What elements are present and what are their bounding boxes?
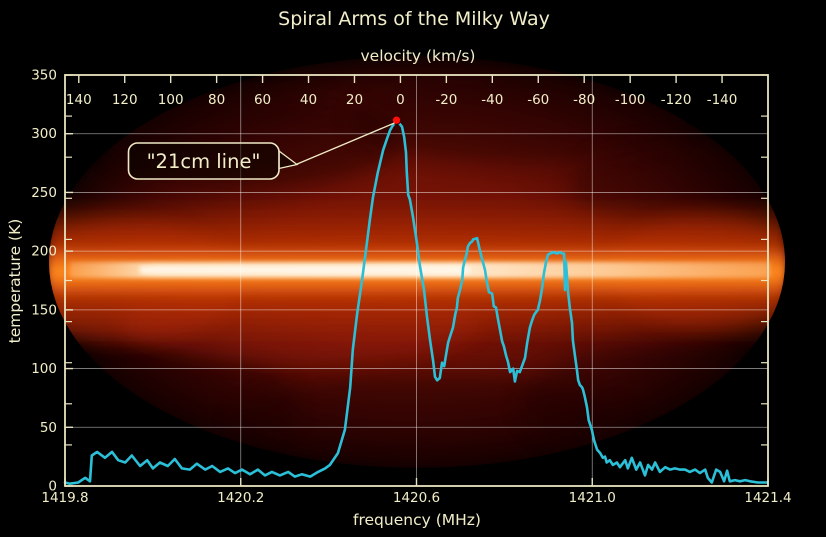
temperature-tick-label: 0 bbox=[48, 479, 57, 495]
frequency-tick-label: 1420.6 bbox=[393, 490, 440, 506]
frequency-tick-label: 1419.8 bbox=[41, 490, 88, 506]
velocity-tick-label: 0 bbox=[396, 92, 405, 108]
frequency-tick-label: 1421.0 bbox=[569, 490, 616, 506]
grid-lines bbox=[65, 75, 768, 486]
spectrum-polyline bbox=[63, 119, 769, 486]
velocity-tick-label: 80 bbox=[208, 92, 225, 108]
velocity-tick-label: 40 bbox=[300, 92, 317, 108]
annotation-box bbox=[127, 142, 280, 180]
tick-labels: 140 120 100 80 60 40 20 0 -20 -40 -60 -80 -100 -120 -1… bbox=[31, 68, 791, 507]
velocity-tick-label: -20 bbox=[435, 92, 457, 108]
velocity-tick-label: -60 bbox=[527, 92, 549, 108]
velocity-tick-label: -80 bbox=[573, 92, 595, 108]
temperature-tick-label: 350 bbox=[31, 68, 57, 84]
velocity-tick-label: 60 bbox=[254, 92, 271, 108]
temperature-tick-label: 200 bbox=[31, 244, 57, 260]
temperature-tick-label: 50 bbox=[40, 420, 57, 436]
temperature-tick-label: 300 bbox=[31, 126, 57, 142]
velocity-tick-label: 120 bbox=[112, 92, 138, 108]
axes-frame bbox=[64, 74, 769, 487]
temperature-tick-label: 250 bbox=[31, 185, 57, 201]
frequency-tick-label: 1421.4 bbox=[744, 490, 791, 506]
velocity-axis-label: velocity (km/s) bbox=[361, 47, 476, 65]
annotation-callout: "21cm line" bbox=[127, 122, 395, 180]
velocity-tick-label: 20 bbox=[346, 92, 363, 108]
peak-marker-dot bbox=[391, 115, 402, 125]
velocity-tick-label: -120 bbox=[661, 92, 692, 108]
temperature-tick-label: 100 bbox=[31, 361, 57, 377]
velocity-tick-label: -40 bbox=[481, 92, 503, 108]
chart-title: Spiral Arms of the Milky Way bbox=[278, 8, 550, 30]
temperature-tick-label: 150 bbox=[31, 302, 57, 318]
velocity-tick-label: -140 bbox=[707, 92, 738, 108]
frequency-axis-label: frequency (MHz) bbox=[353, 511, 481, 529]
velocity-tick-label: 140 bbox=[66, 92, 92, 108]
velocity-tick-label: -100 bbox=[615, 92, 646, 108]
velocity-tick-label: 100 bbox=[158, 92, 184, 108]
annotation-label: "21cm line" bbox=[147, 150, 261, 173]
temperature-axis-label: temperature (K) bbox=[6, 219, 24, 344]
spectrum-line bbox=[63, 115, 769, 486]
annotation-arrow-line bbox=[295, 122, 395, 166]
frequency-tick-label: 1420.2 bbox=[217, 490, 264, 506]
